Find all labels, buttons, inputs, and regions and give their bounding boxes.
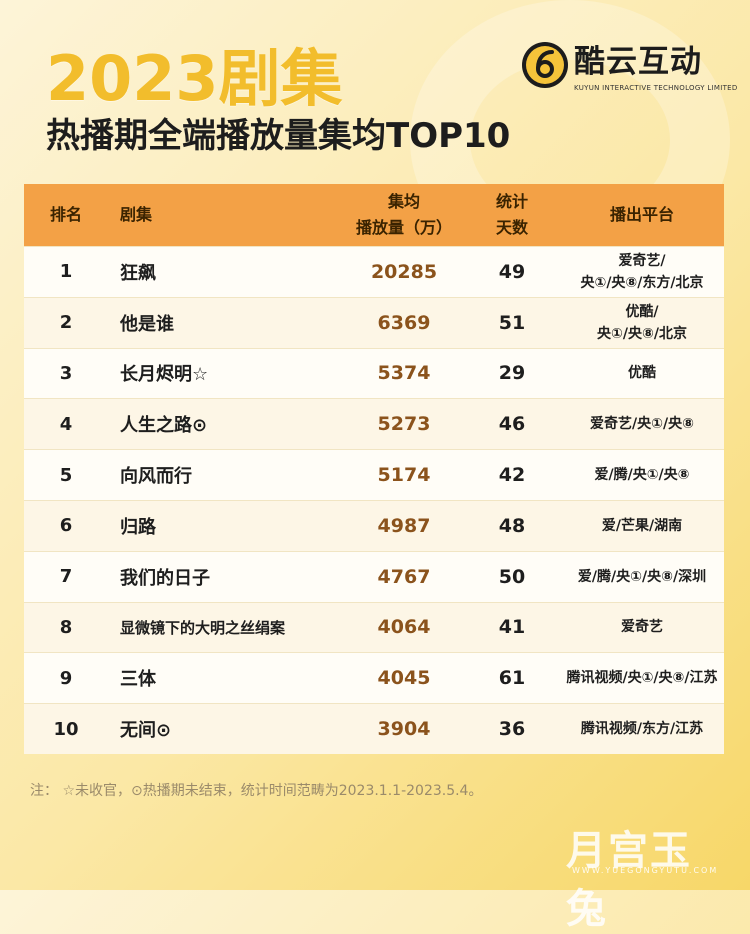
header-name: 剧集 bbox=[120, 205, 153, 224]
row-days: 61 bbox=[498, 667, 526, 690]
table-row: 8 显微镜下的大明之丝绢案 4064 41 爱奇艺 bbox=[24, 601, 724, 653]
row-plays: 4987 bbox=[377, 514, 431, 537]
table-row: 5 向风而行 5174 42 爱/腾/央①/央⑧ bbox=[24, 449, 724, 500]
row-plays: 3904 bbox=[377, 718, 431, 741]
header-plays: 集均 播放量（万） bbox=[344, 184, 464, 246]
row-days: 50 bbox=[498, 565, 526, 588]
row-name: 三体 bbox=[120, 669, 156, 691]
row-rank: 1 bbox=[59, 261, 73, 283]
row-platform: 优酷/ 央①/央⑧/北京 bbox=[560, 298, 724, 348]
row-platform: 爱/芒果/湖南 bbox=[601, 517, 683, 534]
row-rank: 2 bbox=[59, 312, 73, 334]
row-name: 归路 bbox=[120, 516, 156, 538]
row-name: 向风而行 bbox=[120, 466, 192, 488]
row-days: 46 bbox=[498, 413, 526, 436]
row-plays: 4045 bbox=[377, 667, 431, 690]
footnote: 注： ☆未收官，⊙热播期未结束，统计时间范畴为2023.1.1-2023.5.4… bbox=[30, 783, 483, 799]
header-plays-line2: 播放量（万） bbox=[355, 218, 452, 237]
row-rank: 8 bbox=[59, 616, 73, 638]
row-plays: 4767 bbox=[377, 565, 431, 588]
row-plays: 6369 bbox=[377, 311, 431, 334]
table-row: 6 归路 4987 48 爱/芒果/湖南 bbox=[24, 499, 724, 551]
header-rank: 排名 bbox=[49, 205, 82, 224]
table-row: 1 狂飙 20285 49 爱奇艺/ 央①/央⑧/东方/北京 bbox=[24, 246, 724, 297]
table-header: 排名 剧集 集均 播放量（万） 统计 天数 播出平台 bbox=[24, 184, 724, 246]
table-row: 10 无间⊙ 3904 36 腾讯视频/东方/江苏 bbox=[24, 703, 724, 754]
row-rank: 5 bbox=[59, 464, 73, 486]
row-name: 无间⊙ bbox=[120, 720, 172, 742]
row-name: 他是谁 bbox=[120, 313, 174, 335]
year-title: 2023剧集 bbox=[46, 42, 343, 115]
row-platform: 优酷 bbox=[628, 365, 656, 382]
header-days: 统计 天数 bbox=[464, 184, 560, 246]
row-plays: 5374 bbox=[377, 362, 431, 385]
header-days-line2: 天数 bbox=[495, 218, 528, 237]
row-platform: 爱奇艺/央①/央⑧ bbox=[590, 416, 694, 433]
row-days: 36 bbox=[498, 718, 526, 741]
ranking-table: 排名 剧集 集均 播放量（万） 统计 天数 播出平台 1 狂飙 20285 49… bbox=[24, 184, 724, 754]
header-days-line1: 统计 bbox=[495, 192, 528, 211]
row-platform: 爱奇艺 bbox=[621, 619, 663, 636]
row-plays: 4064 bbox=[377, 616, 431, 639]
header-platform: 播出平台 bbox=[609, 205, 674, 224]
row-days: 49 bbox=[498, 260, 526, 283]
row-name: 长月烬明☆ bbox=[120, 364, 209, 386]
kuyun-logo-icon bbox=[522, 42, 568, 88]
header-plays-line1: 集均 bbox=[387, 192, 420, 211]
row-days: 42 bbox=[498, 464, 526, 487]
row-rank: 6 bbox=[59, 515, 73, 537]
watermark: 月宫玉兔 WWW.YUEGONGYUTU.COM bbox=[566, 818, 726, 932]
row-rank: 10 bbox=[53, 718, 79, 740]
row-name: 人生之路⊙ bbox=[120, 415, 208, 437]
row-days: 29 bbox=[498, 362, 526, 385]
row-plays: 20285 bbox=[370, 260, 438, 283]
watermark-url: WWW.YUEGONGYUTU.COM bbox=[572, 866, 719, 875]
row-plays: 5273 bbox=[377, 413, 431, 436]
row-rank: 7 bbox=[59, 566, 73, 588]
row-platform: 爱/腾/央①/央⑧ bbox=[594, 467, 690, 484]
row-rank: 9 bbox=[59, 667, 73, 689]
row-days: 48 bbox=[498, 514, 526, 537]
row-name: 我们的日子 bbox=[120, 567, 210, 589]
row-platform: 爱/腾/央①/央⑧/深圳 bbox=[577, 568, 707, 585]
row-platform: 腾讯视频/央①/央⑧/江苏 bbox=[566, 670, 718, 687]
row-rank: 4 bbox=[59, 413, 73, 435]
row-plays: 5174 bbox=[377, 464, 431, 487]
watermark-text: 月宫玉兔 bbox=[566, 828, 692, 932]
row-platform-line2: 央①/央⑧/北京 bbox=[597, 325, 687, 342]
row-platform: 腾讯视频/东方/江苏 bbox=[580, 721, 704, 738]
row-name: 显微镜下的大明之丝绢案 bbox=[120, 618, 286, 637]
logo-subtitle: KUYUN INTERACTIVE TECHNOLOGY LIMITED bbox=[574, 84, 738, 92]
row-platform-line1: 爱奇艺/ bbox=[618, 252, 666, 269]
table-row: 2 他是谁 6369 51 优酷/ 央①/央⑧/北京 bbox=[24, 296, 724, 348]
row-days: 51 bbox=[498, 311, 526, 334]
row-name: 狂飙 bbox=[120, 262, 156, 284]
row-platform-line2: 央①/央⑧/东方/北京 bbox=[580, 274, 704, 291]
table-row: 4 人生之路⊙ 5273 46 爱奇艺/央①/央⑧ bbox=[24, 398, 724, 450]
row-platform: 爱奇艺/ 央①/央⑧/东方/北京 bbox=[560, 247, 724, 297]
logo-name: 酷云互动 bbox=[574, 44, 702, 80]
row-days: 41 bbox=[498, 616, 526, 639]
table-row: 3 长月烬明☆ 5374 29 优酷 bbox=[24, 347, 724, 399]
table-row: 9 三体 4045 61 腾讯视频/央①/央⑧/江苏 bbox=[24, 652, 724, 704]
row-rank: 3 bbox=[59, 362, 73, 384]
brand-logo: 酷云互动 KUYUN INTERACTIVE TECHNOLOGY LIMITE… bbox=[522, 40, 737, 96]
table-row: 7 我们的日子 4767 50 爱/腾/央①/央⑧/深圳 bbox=[24, 550, 724, 602]
page-title: 热播期全端播放量集均TOP10 bbox=[46, 116, 511, 156]
row-platform-line1: 优酷/ bbox=[625, 303, 659, 320]
